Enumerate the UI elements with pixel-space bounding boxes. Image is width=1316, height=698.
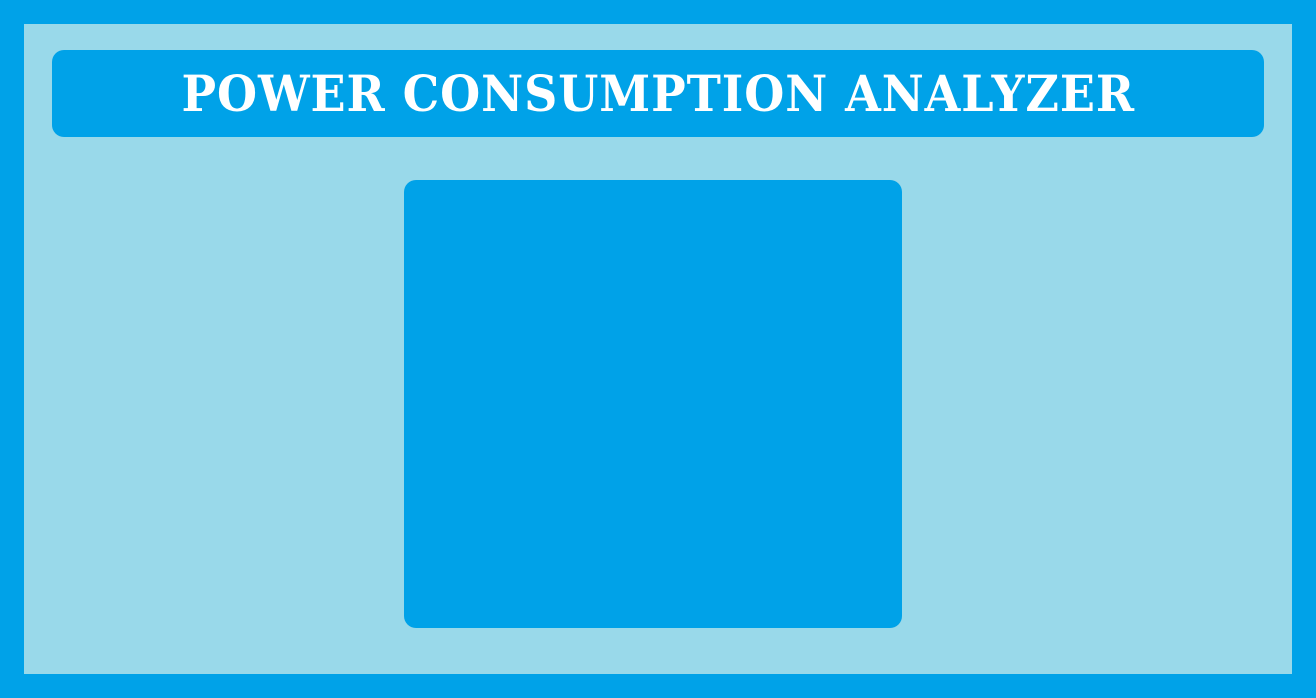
title-bar: POWER CONSUMPTION ANALYZER xyxy=(52,50,1264,137)
page-title: POWER CONSUMPTION ANALYZER xyxy=(181,63,1135,123)
main-panel xyxy=(404,180,902,628)
